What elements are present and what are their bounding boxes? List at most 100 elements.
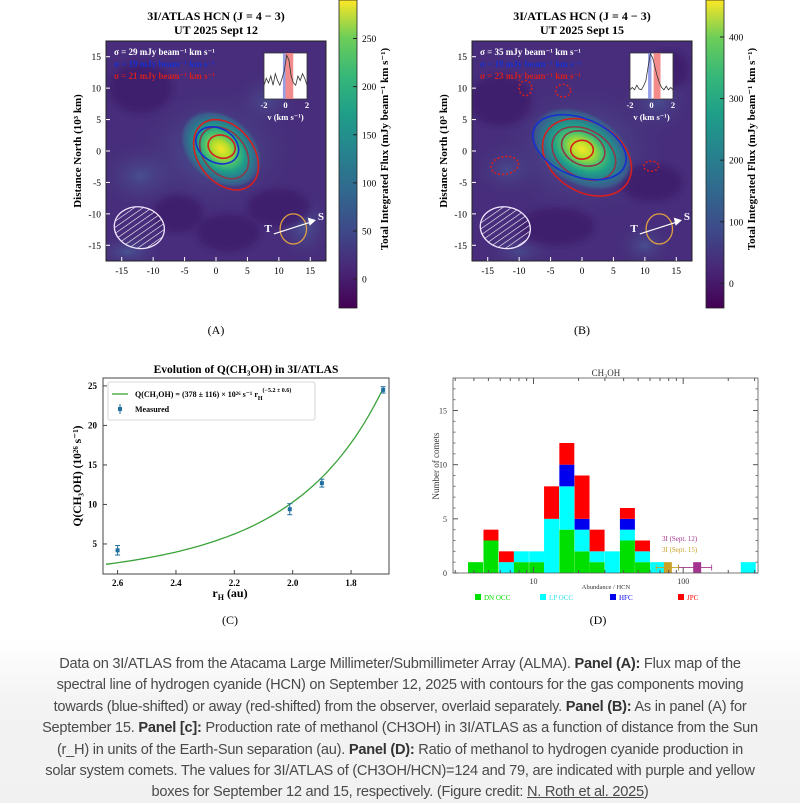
chart-title: Evolution of Q(CH₃OH) in 3I/ATLAS bbox=[154, 364, 339, 376]
red-band bbox=[285, 53, 294, 99]
contour bbox=[551, 125, 617, 182]
y-tick-label: 25 bbox=[88, 381, 98, 391]
data-point bbox=[115, 548, 120, 553]
x-tick-label: 2.4 bbox=[170, 578, 182, 588]
x-tick-label: 10 bbox=[640, 267, 650, 277]
colorbar-label: Total Integrated Flux (mJy beam⁻¹ km s⁻¹… bbox=[746, 47, 758, 250]
y-tick-label: 15 bbox=[439, 407, 447, 416]
legend-swatch bbox=[610, 594, 616, 600]
low-flux-region bbox=[472, 75, 532, 126]
plot-frame bbox=[452, 377, 759, 574]
histogram-bar bbox=[574, 475, 590, 519]
inset-xlabel: v (km s⁻¹) bbox=[633, 112, 669, 122]
inset-tick-label: 0 bbox=[649, 100, 653, 110]
x-tick-label: 1.8 bbox=[345, 578, 357, 588]
low-flux-region bbox=[247, 188, 311, 227]
histogram-bar bbox=[574, 518, 590, 530]
sun-label: S bbox=[318, 211, 324, 223]
caption-panel-a-text: Flux map of the spectral line of hydroge… bbox=[53, 656, 744, 715]
x-tick-label: -10 bbox=[513, 267, 526, 277]
x-axis-label: rH (au) bbox=[212, 586, 247, 602]
y-tick-label: -5 bbox=[459, 179, 467, 189]
y-tick-label: 10 bbox=[458, 85, 468, 95]
histogram-bar bbox=[559, 464, 575, 487]
histogram-bar bbox=[529, 562, 545, 573]
map-subtitle: UT 2025 Sept 15 bbox=[540, 23, 624, 37]
histogram-bar bbox=[619, 518, 635, 530]
histogram-bar bbox=[589, 529, 605, 552]
histogram-bar bbox=[574, 529, 590, 552]
histogram-bar bbox=[574, 551, 590, 573]
contour bbox=[531, 113, 628, 181]
contour bbox=[569, 139, 595, 160]
caption-end: ) bbox=[643, 784, 649, 801]
sigma-blue-label: σ = 19 mJy beam⁻¹ km s⁻¹ bbox=[480, 59, 581, 69]
y-tick-label: 15 bbox=[458, 53, 468, 63]
panel-b: 3I/ATLAS HCN (J = 4 − 3)UT 2025 Sept 15 S… bbox=[438, 0, 758, 337]
blue-band bbox=[282, 53, 286, 99]
map-title: 3I/ATLAS HCN (J = 4 − 3) bbox=[147, 9, 284, 23]
y-tick-label: 0 bbox=[443, 569, 447, 578]
contour bbox=[490, 155, 520, 176]
colorbar-label: Total Integrated Flux (mJy beam⁻¹ km s⁻¹… bbox=[379, 47, 391, 250]
low-flux-region bbox=[619, 163, 683, 202]
histogram-bar bbox=[559, 529, 575, 573]
annotation-label: 3I (Sept. 12) bbox=[662, 535, 698, 543]
chart-title: CH₃OH bbox=[592, 368, 621, 378]
histogram-bar bbox=[468, 562, 483, 573]
contour bbox=[560, 130, 606, 167]
caption-area: Data on 3I/ATLAS from the Atacama Large … bbox=[0, 640, 800, 803]
spectrum-line bbox=[263, 53, 308, 87]
histogram-bar bbox=[740, 562, 756, 573]
legend-label: LP OCC bbox=[549, 594, 573, 602]
contour bbox=[207, 134, 237, 160]
colorbar-tick-label: 0 bbox=[729, 280, 734, 290]
x-tick-label: 15 bbox=[672, 267, 682, 277]
x-tick-label: 10 bbox=[529, 577, 537, 586]
low-flux-region bbox=[197, 213, 260, 252]
figure: 3I/ATLAS HCN (J = 4 − 3)UT 2025 Sept 12S… bbox=[72, 0, 759, 627]
histogram-bar bbox=[635, 562, 651, 573]
map-ylabel: Distance North (10³ km) bbox=[438, 94, 450, 208]
histogram-bar bbox=[498, 562, 514, 573]
colorbar bbox=[705, 0, 725, 309]
beam-ellipse bbox=[479, 206, 531, 250]
histogram-bar bbox=[483, 529, 499, 541]
sigma-red-label: σ = 21 mJy beam⁻¹ km s⁻¹ bbox=[114, 71, 215, 81]
y-axis-label: Q(CH₃OH) (10²⁶ s⁻¹) bbox=[72, 425, 84, 526]
y-tick-label: 5 bbox=[93, 539, 98, 549]
caption-panel-c-text: Production rate of methanol (CH3OH) in 3… bbox=[56, 720, 758, 758]
caption-panel-b-text: As in panel (A) for September 15. bbox=[42, 698, 747, 737]
contour bbox=[554, 83, 572, 98]
inset-tick-label: -2 bbox=[626, 100, 633, 110]
data-point bbox=[319, 481, 324, 486]
x-tick-label: -10 bbox=[147, 267, 160, 277]
histogram-bar bbox=[604, 551, 620, 573]
sigma-blue-label: σ = 19 mJy beam⁻¹ km s⁻¹ bbox=[114, 59, 215, 69]
legend-label: DN OCC bbox=[484, 594, 511, 602]
annotation-box bbox=[663, 562, 672, 573]
tail-label: T bbox=[630, 223, 638, 235]
legend-swatch bbox=[678, 594, 684, 600]
fit-curve bbox=[105, 388, 384, 565]
flux-map: S Tσ = 35 mJy beam⁻¹ km s⁻¹ σ = 19 mJy bea… bbox=[472, 41, 692, 261]
panel-c: Evolution of Q(CH₃OH) in 3I/ATLAS 2.6 2.4 2… bbox=[72, 364, 390, 627]
histogram-bar bbox=[635, 551, 651, 563]
y-tick-label: 0 bbox=[96, 148, 101, 158]
colorbar-tick-label: 50 bbox=[362, 228, 372, 238]
flux-map: S Tσ = 29 mJy beam⁻¹ km s⁻¹ σ = 19 mJy bea… bbox=[106, 41, 326, 261]
low-flux-region bbox=[153, 195, 204, 233]
credit-link[interactable]: N. Roth et al. 2025 bbox=[526, 784, 644, 801]
legend: Q(CH₃OH) = (378 ± 116) × 10²⁶ s⁻¹ rH(−5.… bbox=[107, 381, 316, 421]
legend-box bbox=[107, 381, 316, 421]
panel-label: (B) bbox=[574, 323, 590, 337]
colorbar-tick-label: 200 bbox=[362, 83, 377, 93]
x-tick-label: 0 bbox=[214, 267, 219, 277]
inset-tick-label: 0 bbox=[283, 100, 287, 110]
colorbar-tick-label: 300 bbox=[729, 95, 744, 105]
y-tick-label: 15 bbox=[92, 53, 102, 63]
legend-swatch bbox=[475, 594, 481, 600]
colorbar-tick-label: 0 bbox=[362, 276, 367, 286]
x-tick-label: 2.2 bbox=[229, 578, 241, 588]
figure-caption: Data on 3I/ATLAS from the Atacama Large … bbox=[40, 654, 760, 804]
